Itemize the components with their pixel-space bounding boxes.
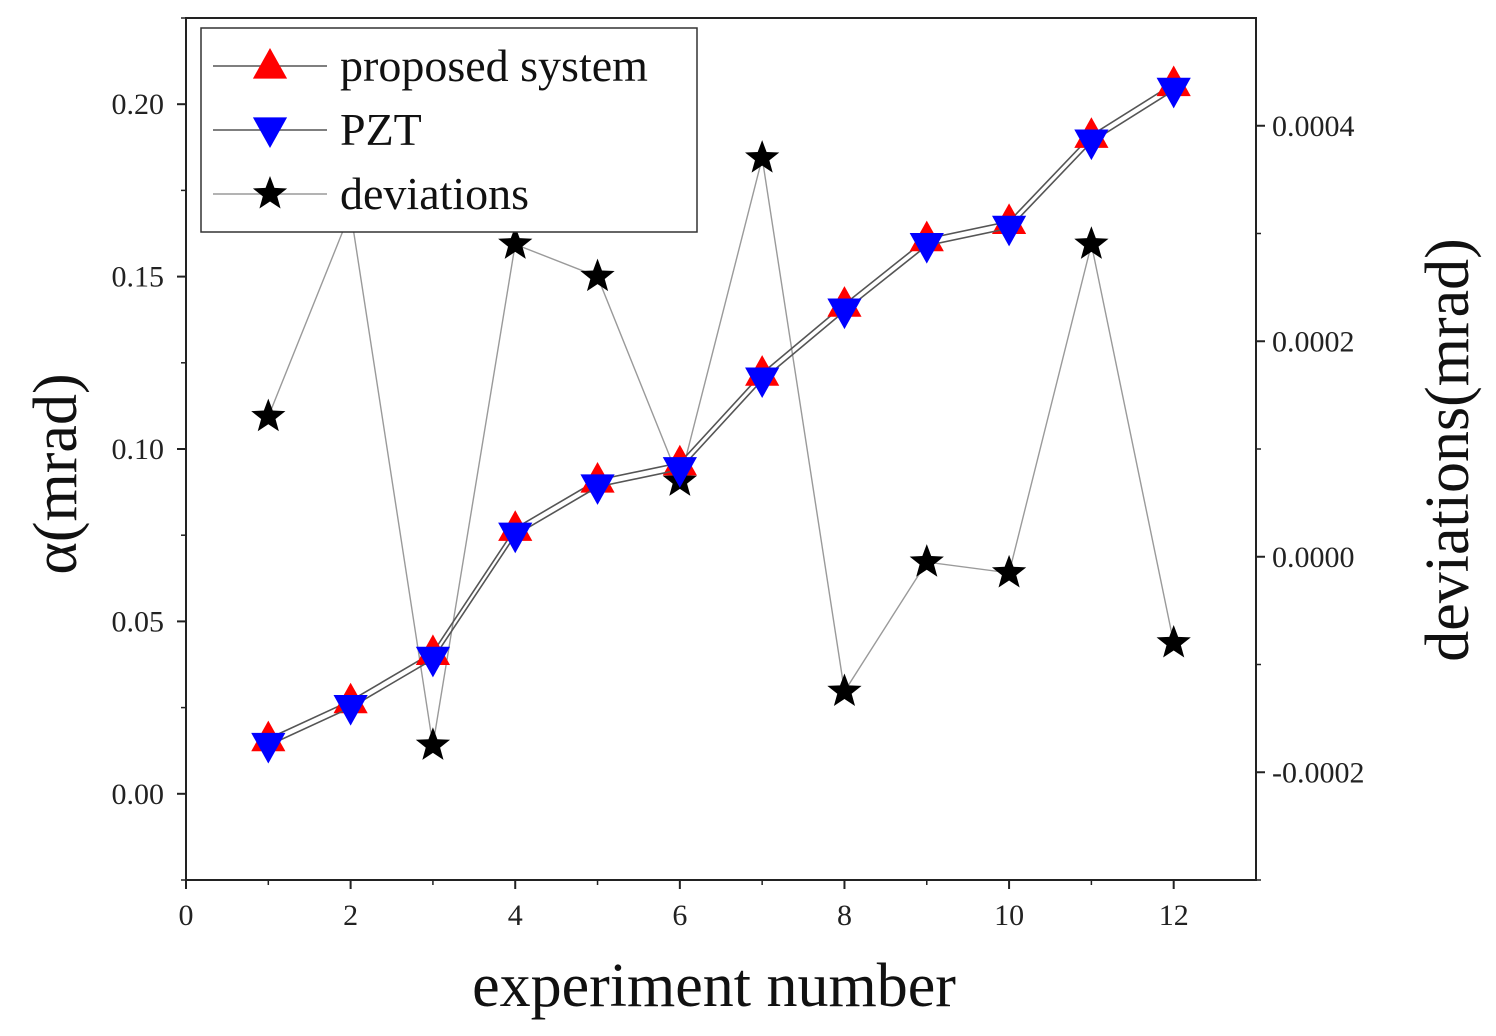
data-point <box>415 727 451 760</box>
series-line <box>267 89 1175 747</box>
series-line <box>267 157 1175 746</box>
x-tick-label: 0 <box>179 899 194 932</box>
axes-ticks: 0 2 4 6 8 10 12 0.00 0.05 0.10 0.15 0.20 -0.0002 0.00… <box>112 17 1365 932</box>
data-point <box>909 232 944 264</box>
data-point <box>498 226 533 259</box>
x-tick-label: 2 <box>343 899 358 932</box>
legend-label: proposed system <box>340 40 648 91</box>
data-point <box>909 544 944 577</box>
data-point <box>991 554 1027 588</box>
legend-marker <box>252 48 288 79</box>
legend-label: deviations <box>340 168 529 219</box>
y2-axis-title: deviations(mrad) <box>1414 238 1482 662</box>
y2-tick-label: -0.0002 <box>1272 756 1365 789</box>
data-point <box>498 522 533 554</box>
data-point <box>1074 129 1109 161</box>
x-tick-label: 6 <box>672 899 687 932</box>
data-point <box>580 474 615 505</box>
data-point <box>580 258 615 292</box>
y-tick-label: 0.10 <box>112 433 165 466</box>
y-tick-label: 0.00 <box>112 778 165 811</box>
x-tick-label: 10 <box>994 899 1024 932</box>
y2-tick-label: 0.0000 <box>1272 541 1355 574</box>
series-layer <box>251 65 1191 764</box>
data-point <box>1156 624 1191 658</box>
y2-tick-label: 0.0002 <box>1272 325 1355 358</box>
y-tick-label: 0.05 <box>112 605 165 638</box>
y-tick-label: 0.15 <box>112 261 165 294</box>
data-point <box>662 457 697 488</box>
legend-label: PZT <box>340 104 422 155</box>
data-point <box>991 215 1027 247</box>
legend-marker <box>252 176 288 209</box>
legend-entry: deviations <box>213 168 529 219</box>
legend: proposed system PZT deviations <box>200 27 698 233</box>
data-point <box>827 298 862 330</box>
data-point <box>1156 77 1191 109</box>
x-tick-label: 4 <box>508 899 523 932</box>
data-point <box>745 367 780 399</box>
data-point <box>415 646 451 678</box>
data-point <box>745 140 780 173</box>
data-point <box>333 695 368 726</box>
y2-tick-label: 0.0004 <box>1272 110 1355 143</box>
data-point <box>251 732 286 764</box>
legend-entry: PZT <box>213 104 422 155</box>
x-axis-title: experiment number <box>472 952 956 1020</box>
data-point <box>827 673 862 706</box>
data-point <box>1074 226 1109 259</box>
x-tick-label: 12 <box>1159 899 1189 932</box>
x-tick-label: 8 <box>837 899 852 932</box>
data-point <box>251 398 286 432</box>
series-PZT <box>251 77 1191 764</box>
series-deviations <box>251 140 1191 760</box>
y-axis-title: α(mrad) <box>22 373 90 574</box>
legend-marker <box>252 117 288 148</box>
legend-entry: proposed system <box>213 40 648 91</box>
y-tick-label: 0.20 <box>112 88 165 121</box>
